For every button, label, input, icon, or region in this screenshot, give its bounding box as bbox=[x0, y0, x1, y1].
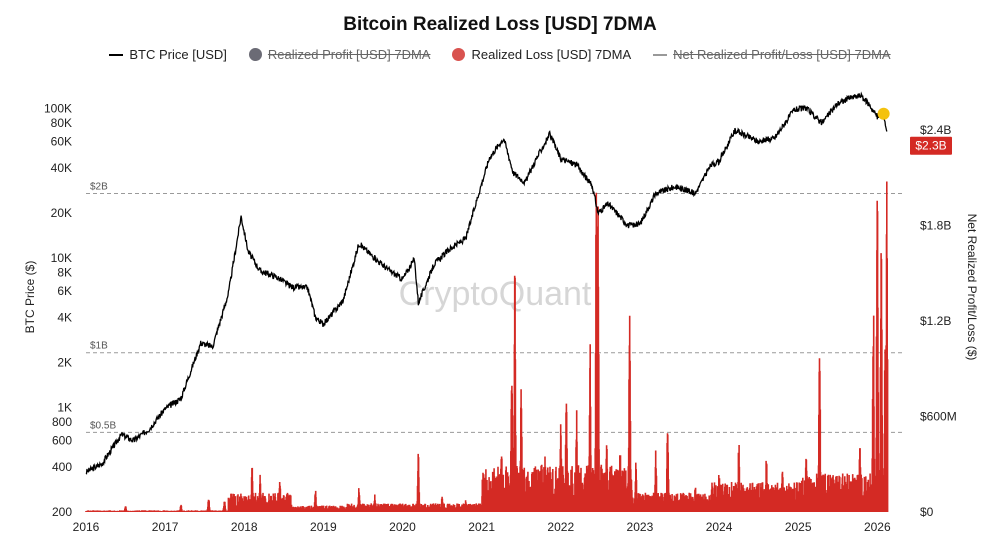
y-left-tick-label: 80K bbox=[51, 116, 72, 130]
reference-line-label: $2B bbox=[90, 181, 108, 192]
legend-item-realized-loss[interactable]: Realized Loss [USD] 7DMA bbox=[452, 47, 631, 62]
x-tick-label: 2025 bbox=[785, 520, 812, 534]
x-tick-label: 2020 bbox=[389, 520, 416, 534]
reference-line-label: $0.5B bbox=[90, 420, 116, 431]
y-right-tick-label: $0 bbox=[920, 505, 934, 519]
y-left-tick-label: 1K bbox=[57, 400, 72, 414]
x-tick-label: 2022 bbox=[547, 520, 574, 534]
x-tick-label: 2019 bbox=[310, 520, 337, 534]
legend-label: Realized Loss [USD] 7DMA bbox=[471, 47, 632, 62]
legend-label: BTC Price [USD] bbox=[129, 47, 227, 62]
x-tick-label: 2023 bbox=[627, 520, 654, 534]
y-left-tick-label: 600 bbox=[52, 434, 72, 448]
y-right-tick-label: $1.8B bbox=[920, 218, 951, 232]
y-left-tick-label: 8K bbox=[57, 265, 72, 279]
x-tick-label: 2024 bbox=[706, 520, 733, 534]
x-tick-label: 2026 bbox=[864, 520, 891, 534]
legend-item-net-realized[interactable]: Net Realized Profit/Loss [USD] 7DMA bbox=[653, 47, 891, 62]
x-tick-label: 2017 bbox=[152, 520, 179, 534]
y-left-axis-title: BTC Price ($) bbox=[23, 261, 37, 334]
y-right-tick-label: $2.4B bbox=[920, 123, 951, 137]
y-left-tick-label: 6K bbox=[57, 284, 72, 298]
legend-label: Net Realized Profit/Loss [USD] 7DMA bbox=[673, 47, 891, 62]
y-left-tick-label: 800 bbox=[52, 415, 72, 429]
legend-item-btc-price[interactable]: BTC Price [USD] bbox=[109, 47, 227, 62]
current-price-dot bbox=[877, 107, 890, 120]
watermark: CryptoQuant bbox=[399, 275, 592, 313]
line-swatch-icon bbox=[653, 53, 668, 56]
realized-loss-bars bbox=[85, 181, 889, 512]
x-tick-label: 2018 bbox=[231, 520, 258, 534]
y-left-tick-label: 40K bbox=[51, 161, 72, 175]
btc-price-line bbox=[85, 91, 888, 475]
dot-swatch-icon bbox=[452, 48, 466, 61]
legend: BTC Price [USD] Realized Profit [USD] 7D… bbox=[0, 47, 1000, 62]
legend-label: Realized Profit [USD] 7DMA bbox=[267, 47, 431, 62]
y-right-tick-label: $600M bbox=[920, 409, 957, 423]
y-left-tick-label: 4K bbox=[57, 310, 72, 324]
current-value-badge bbox=[910, 136, 952, 155]
line-swatch-icon bbox=[109, 53, 124, 56]
y-left-tick-label: 20K bbox=[51, 206, 72, 220]
y-left-tick-label: 10K bbox=[51, 251, 72, 265]
y-left-tick-label: 100K bbox=[44, 101, 72, 115]
legend-item-realized-profit[interactable]: Realized Profit [USD] 7DMA bbox=[248, 47, 431, 62]
y-right-axis-title: Net Realized Profit/Loss ($) bbox=[965, 214, 979, 361]
reference-line-label: $1B bbox=[90, 341, 108, 352]
x-tick-label: 2016 bbox=[73, 520, 100, 534]
dot-swatch-icon bbox=[248, 48, 262, 61]
x-tick-label: 2021 bbox=[468, 520, 495, 534]
y-right-tick-label: $1.2B bbox=[920, 314, 951, 328]
y-left-tick-label: 60K bbox=[51, 135, 72, 149]
chart-title: Bitcoin Realized Loss [USD] 7DMA bbox=[343, 14, 657, 35]
current-value-badge-label: $2.3B bbox=[915, 139, 946, 153]
y-left-tick-label: 400 bbox=[52, 460, 72, 474]
y-left-tick-label: 200 bbox=[52, 505, 72, 519]
y-left-tick-label: 2K bbox=[57, 355, 72, 369]
